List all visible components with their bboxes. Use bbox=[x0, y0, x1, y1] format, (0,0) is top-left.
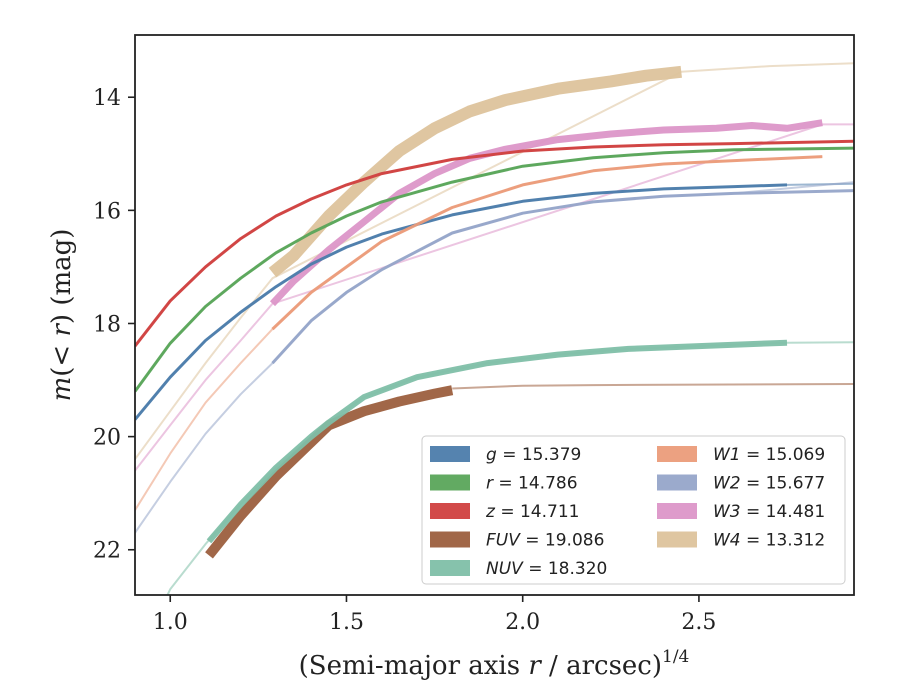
legend-swatch-3 bbox=[430, 531, 470, 548]
legend-swatch-2 bbox=[430, 503, 470, 519]
legend-label-0: g = 15.379 bbox=[486, 445, 581, 465]
legend-label-5: W1 = 15.069 bbox=[713, 445, 825, 465]
legend: g = 15.379 r = 14.786 z = 14.711 FUV = 19.0… bbox=[421, 435, 846, 585]
y-tick-label-0: 14 bbox=[93, 86, 121, 111]
series-line-1 bbox=[135, 146, 854, 393]
y-axis-title: m(< r) (mag) bbox=[47, 229, 77, 402]
series-line-4 bbox=[206, 339, 788, 544]
series-line-2 bbox=[135, 139, 854, 348]
legend-swatch-8 bbox=[657, 531, 697, 548]
series-line-6 bbox=[271, 189, 854, 365]
series-line-7 bbox=[269, 119, 823, 307]
legend-label-2: z = 14.711 bbox=[485, 502, 579, 522]
x-axis-title: (Semi-major axis r / arcsec)1/4 bbox=[299, 647, 690, 681]
legend-swatch-5 bbox=[657, 446, 697, 462]
y-tick-label-3: 20 bbox=[93, 426, 121, 451]
legend-label-8: W4 = 13.312 bbox=[713, 531, 825, 551]
legend-box bbox=[421, 435, 846, 585]
series-faint-line-8 bbox=[135, 62, 854, 460]
legend-label-3: FUV = 19.086 bbox=[486, 531, 604, 551]
series-line-0 bbox=[135, 183, 788, 421]
legend-label-1: r = 14.786 bbox=[486, 474, 578, 494]
legend-swatch-7 bbox=[657, 503, 697, 519]
legend-swatch-4 bbox=[430, 560, 470, 576]
legend-label-6: W2 = 15.677 bbox=[713, 474, 825, 494]
series-layer bbox=[135, 62, 854, 595]
series-faint-line-3 bbox=[452, 383, 854, 390]
legend-label-7: W3 = 14.481 bbox=[713, 502, 825, 522]
legend-label-4: NUV = 18.320 bbox=[486, 559, 607, 579]
y-tick-label-2: 18 bbox=[93, 312, 121, 337]
x-tick-label-1: 1.5 bbox=[329, 610, 364, 635]
legend-swatch-0 bbox=[430, 446, 470, 462]
x-tick-label-2: 2.0 bbox=[505, 610, 540, 635]
y-tick-label-1: 16 bbox=[93, 199, 121, 224]
legend-swatch-1 bbox=[430, 474, 470, 491]
series-line-8 bbox=[268, 65, 682, 278]
series-line-5 bbox=[271, 155, 823, 331]
x-tick-label-3: 2.5 bbox=[681, 610, 716, 635]
legend-swatch-6 bbox=[657, 474, 697, 491]
ticks-layer: 1.0 1.5 2.0 2.5 14 16 18 20 22 bbox=[93, 86, 716, 635]
plot-frame bbox=[134, 34, 855, 596]
y-tick-label-4: 22 bbox=[93, 539, 121, 564]
x-tick-label-0: 1.0 bbox=[153, 610, 188, 635]
